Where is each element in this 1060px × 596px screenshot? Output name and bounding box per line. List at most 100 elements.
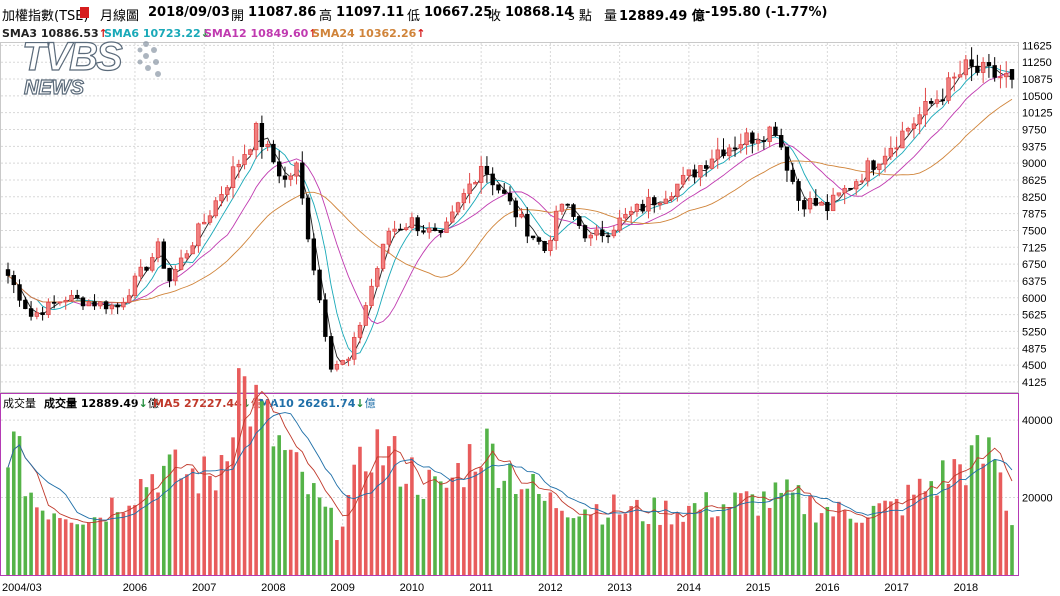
candle-body (369, 285, 374, 306)
volume-bar (277, 435, 281, 575)
candle-body (588, 234, 593, 239)
tvbs-logo: TVBS NEWS (21, 34, 161, 100)
high-value: 11097.11 (336, 5, 405, 20)
candle-body (103, 301, 109, 310)
volume-bar (513, 494, 518, 575)
candle-body (46, 301, 51, 316)
unit-label: s 點 (568, 9, 592, 24)
volume-bar (860, 522, 864, 575)
volume-bar (658, 524, 662, 575)
price-tick-label: 4125 (1022, 377, 1046, 389)
volume-bar (288, 449, 293, 575)
volume-bar (929, 481, 934, 575)
volume-bar (542, 500, 547, 575)
volume-bar (946, 483, 951, 575)
candle-body (553, 210, 559, 241)
candle-body (196, 223, 201, 247)
candle-body (992, 65, 997, 78)
price-tick-label: 11625 (1022, 40, 1052, 52)
volume-bar (721, 504, 726, 575)
candle-body (727, 147, 732, 157)
volume-bar (86, 522, 91, 575)
volume-bar (242, 376, 247, 575)
volume-bar (104, 521, 108, 575)
volume-bar (825, 506, 830, 575)
volume-bar (473, 471, 478, 575)
candle-body (900, 130, 905, 149)
price-tick-label: 7875 (1022, 209, 1046, 221)
candle-body (178, 257, 184, 270)
volume-bar (265, 399, 270, 575)
volume-bar (756, 515, 760, 575)
volume-bar (496, 487, 501, 575)
x-tick-label: 2015 (746, 582, 770, 594)
candle-body (675, 183, 680, 197)
flag-icon (80, 7, 89, 18)
candle-body (28, 308, 34, 317)
candle-body (207, 215, 213, 223)
candle-body (836, 192, 842, 196)
candle-body (282, 175, 288, 180)
x-tick-label: 2008 (261, 582, 285, 594)
volume-bar (1004, 510, 1009, 575)
candle-body (865, 160, 870, 182)
volume-bar (917, 478, 922, 575)
candle-body (796, 181, 801, 201)
volume-bar (294, 452, 299, 575)
candle-body (161, 241, 166, 269)
volume-bar (612, 494, 616, 575)
volume-bar (444, 487, 449, 575)
volume-bar (537, 494, 541, 575)
candle-body (513, 200, 518, 218)
candle-body (184, 253, 190, 259)
volume-bar (635, 499, 639, 575)
candle-body (311, 238, 317, 271)
candle-body (565, 203, 570, 206)
candle-body (969, 59, 974, 67)
candle-body (317, 269, 322, 301)
candle-body (571, 204, 576, 217)
volume-bar (260, 401, 264, 575)
candle-body (352, 336, 357, 360)
price-tick-label: 9750 (1022, 125, 1046, 137)
candle-body (813, 198, 819, 206)
close-label: 收 (488, 9, 502, 24)
volume-bar (652, 497, 657, 575)
volume-bar (912, 494, 916, 575)
volume-bar (790, 492, 795, 575)
volume-bar (433, 476, 437, 575)
volume-bar (17, 436, 22, 575)
candle-body (894, 147, 899, 150)
candle-body (640, 203, 645, 212)
volume-bar (248, 426, 253, 575)
candle-body (732, 147, 738, 150)
volume-bar (29, 492, 33, 575)
volume-bar (467, 444, 472, 575)
sma6-line (7, 66, 1013, 356)
candle-body (92, 301, 97, 307)
volume-bar (935, 495, 939, 575)
candle-body (761, 140, 767, 142)
volume-bar (92, 517, 97, 575)
candle-body (357, 324, 363, 338)
volume-bar (577, 516, 582, 575)
price-tick-label: 8625 (1022, 175, 1046, 187)
volume-bar (300, 471, 305, 575)
volume-bar (415, 494, 420, 575)
candle-body (957, 74, 963, 78)
volume-bar (375, 429, 380, 575)
candle-body (421, 230, 426, 233)
volume-bar (162, 465, 166, 575)
candle-body (478, 165, 484, 183)
candle-body (628, 210, 634, 215)
candle-body (213, 200, 218, 217)
candle-body (340, 360, 345, 365)
volume-bar (664, 500, 668, 575)
volume-bar (715, 516, 720, 575)
x-tick-label: 2009 (330, 582, 354, 594)
candle-body (577, 216, 582, 226)
candle-body (34, 312, 40, 317)
volume-bar (675, 512, 680, 575)
candle-body (703, 165, 709, 169)
